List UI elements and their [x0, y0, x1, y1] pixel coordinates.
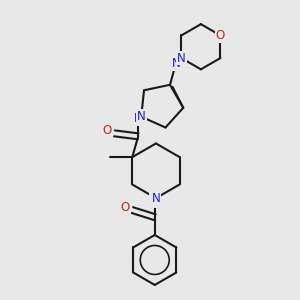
- Text: N: N: [134, 112, 142, 125]
- Text: N: N: [137, 110, 146, 123]
- Text: N: N: [177, 52, 186, 64]
- Text: N: N: [150, 194, 159, 207]
- Text: O: O: [216, 29, 225, 42]
- Text: N: N: [152, 192, 160, 205]
- Text: N: N: [172, 57, 180, 70]
- Text: O: O: [120, 201, 130, 214]
- Text: O: O: [103, 124, 112, 137]
